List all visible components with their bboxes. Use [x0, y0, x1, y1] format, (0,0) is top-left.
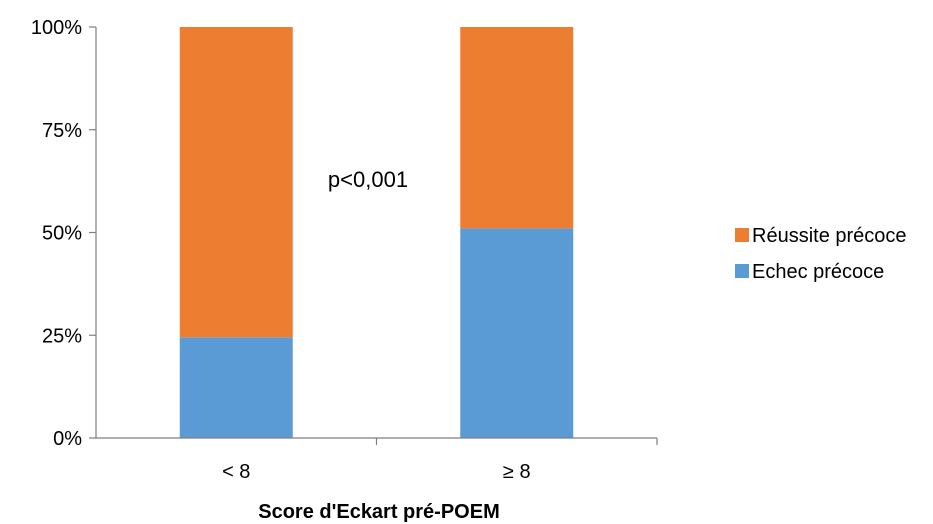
y-axis-ticks: 0% 25% 50% 75% 100%	[31, 17, 96, 450]
y-tick-label: 50%	[42, 223, 82, 245]
x-tick-label: ≥ 8	[503, 461, 531, 483]
bar-segment-echec	[179, 337, 293, 438]
x-axis-title: Score d'Eckart pré-POEM	[258, 501, 500, 523]
legend-label: Echec précoce	[752, 261, 884, 283]
y-tick-label: 75%	[42, 120, 82, 142]
y-tick-label: 100%	[31, 17, 82, 39]
legend-label: Réussite précoce	[752, 225, 907, 247]
p-value-annotation: p<0,001	[328, 167, 408, 192]
bar-segment-reussite	[460, 27, 574, 229]
legend: Réussite précoce Echec précoce	[735, 225, 907, 283]
legend-swatch	[735, 264, 749, 278]
bars	[179, 27, 574, 438]
y-tick-label: 25%	[42, 325, 82, 347]
bar-segment-reussite	[179, 27, 293, 338]
x-tick-label: < 8	[222, 461, 250, 483]
bar-segment-echec	[460, 228, 574, 438]
x-axis-ticks: < 8 ≥ 8	[222, 438, 658, 483]
legend-swatch	[735, 228, 749, 242]
y-tick-label: 0%	[53, 428, 82, 450]
